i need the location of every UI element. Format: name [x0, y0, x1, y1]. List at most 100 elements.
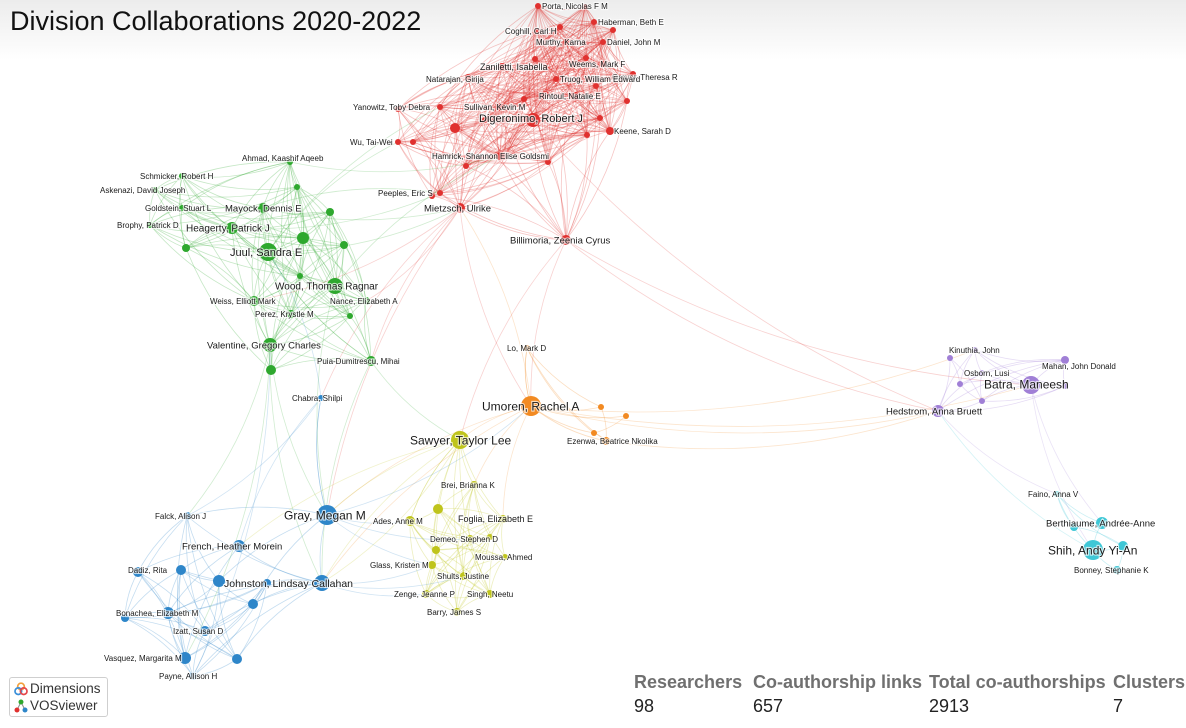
researcher-node-mayock[interactable] — [258, 203, 268, 213]
researcher-node-askenazi[interactable] — [152, 187, 158, 193]
researcher-node[interactable] — [630, 71, 636, 77]
researcher-node[interactable] — [294, 184, 300, 190]
researcher-node[interactable] — [502, 154, 508, 160]
researcher-node[interactable] — [429, 193, 435, 199]
researcher-node[interactable] — [557, 24, 563, 30]
researcher-node-izatt[interactable] — [200, 626, 210, 636]
researcher-node[interactable] — [410, 139, 416, 145]
researcher-node-heagerty[interactable] — [226, 222, 238, 234]
researcher-node-kinuthia[interactable] — [972, 347, 978, 353]
researcher-node-rintoul[interactable] — [571, 92, 579, 100]
researcher-node[interactable] — [947, 355, 953, 361]
researcher-node[interactable] — [545, 159, 551, 165]
researcher-node[interactable] — [521, 96, 527, 102]
researcher-node-brophy[interactable] — [147, 222, 153, 228]
researcher-node-sullivan[interactable] — [496, 103, 504, 111]
researcher-node-johnston[interactable] — [314, 575, 330, 591]
researcher-node-hedstrom[interactable] — [932, 405, 944, 417]
researcher-node-gray[interactable] — [317, 505, 337, 525]
researcher-node-vasquez[interactable] — [179, 652, 191, 664]
researcher-node-french[interactable] — [233, 540, 245, 552]
researcher-node[interactable] — [248, 599, 258, 609]
researcher-node[interactable] — [1070, 523, 1078, 531]
researcher-node[interactable] — [121, 614, 129, 622]
researcher-node-haberman[interactable] — [591, 19, 597, 25]
researcher-node-hamrick[interactable] — [496, 152, 504, 160]
researcher-node[interactable] — [979, 398, 985, 404]
researcher-node[interactable] — [1062, 383, 1068, 389]
researcher-node-keene[interactable] — [606, 127, 614, 135]
researcher-node-ades[interactable] — [405, 516, 415, 526]
researcher-node[interactable] — [133, 567, 143, 577]
researcher-node[interactable] — [450, 123, 460, 133]
researcher-node-grover[interactable] — [617, 74, 623, 80]
researcher-node[interactable] — [541, 91, 549, 99]
researcher-node[interactable] — [432, 546, 440, 554]
researcher-node[interactable] — [487, 534, 493, 540]
researcher-node-moussa[interactable] — [502, 554, 508, 560]
researcher-node[interactable] — [532, 56, 538, 62]
researcher-node[interactable] — [213, 575, 225, 587]
researcher-node-singh[interactable] — [486, 590, 494, 598]
researcher-node-zenge[interactable] — [422, 590, 430, 598]
researcher-node[interactable] — [326, 208, 334, 216]
researcher-node[interactable] — [433, 504, 443, 514]
researcher-node[interactable] — [583, 55, 589, 61]
researcher-node-schmicker[interactable] — [179, 173, 185, 179]
researcher-node-falck[interactable] — [183, 512, 191, 520]
researcher-node-peeples[interactable] — [437, 190, 443, 196]
researcher-node-payne[interactable] — [189, 672, 197, 680]
researcher-node-umoren[interactable] — [521, 396, 541, 416]
researcher-node[interactable] — [623, 413, 629, 419]
researcher-node-goldstein[interactable] — [179, 205, 185, 211]
researcher-node-berthiaume[interactable] — [1096, 517, 1108, 529]
researcher-node[interactable] — [463, 163, 469, 169]
researcher-node-mahan[interactable] — [1061, 356, 1069, 364]
researcher-node-shih[interactable] — [1083, 540, 1103, 560]
researcher-node-murthy[interactable] — [563, 39, 569, 45]
researcher-node-chabra[interactable] — [318, 395, 324, 401]
researcher-node-barry[interactable] — [453, 608, 461, 616]
researcher-node[interactable] — [597, 115, 603, 121]
researcher-node-wood[interactable] — [327, 278, 343, 294]
researcher-node-billimoria[interactable] — [561, 235, 571, 245]
researcher-node[interactable] — [598, 404, 604, 410]
researcher-node[interactable] — [584, 132, 590, 138]
researcher-node-daniel[interactable] — [600, 39, 606, 45]
researcher-node-puia[interactable] — [366, 356, 376, 366]
researcher-node[interactable] — [610, 27, 616, 33]
researcher-node-yanowitz[interactable] — [437, 104, 443, 110]
researcher-node-sawyer[interactable] — [451, 431, 469, 449]
researcher-node-demeo[interactable] — [466, 535, 474, 543]
researcher-node[interactable] — [957, 381, 963, 387]
researcher-node-bonney[interactable] — [1113, 566, 1121, 574]
researcher-node-wu[interactable] — [395, 139, 401, 145]
researcher-node-coghill[interactable] — [534, 28, 540, 34]
researcher-node-weiss[interactable] — [249, 296, 259, 306]
researcher-node[interactable] — [395, 106, 401, 112]
researcher-node[interactable] — [266, 365, 276, 375]
researcher-node-shults[interactable] — [460, 572, 468, 580]
researcher-node[interactable] — [232, 654, 242, 664]
researcher-node-natarajan[interactable] — [465, 74, 471, 80]
researcher-node[interactable] — [593, 83, 599, 89]
researcher-node-mietzsch[interactable] — [455, 203, 465, 213]
researcher-node-bonachea[interactable] — [162, 607, 174, 619]
researcher-node[interactable] — [182, 244, 190, 252]
researcher-node-batra[interactable] — [1022, 376, 1040, 394]
researcher-node-faino[interactable] — [1054, 491, 1060, 497]
researcher-node[interactable] — [591, 430, 597, 436]
researcher-node-porta[interactable] — [535, 3, 541, 9]
researcher-node-brei[interactable] — [470, 481, 478, 489]
researcher-node-ahmad[interactable] — [287, 159, 293, 165]
researcher-node-osborn[interactable] — [979, 370, 985, 376]
researcher-node[interactable] — [347, 313, 353, 319]
researcher-node-glass[interactable] — [428, 561, 436, 569]
researcher-node[interactable] — [263, 579, 271, 587]
researcher-node-foglia[interactable] — [499, 515, 507, 523]
researcher-node-perez[interactable] — [287, 310, 295, 318]
researcher-node[interactable] — [1118, 541, 1128, 551]
researcher-node-digeronimo[interactable] — [526, 113, 540, 127]
researcher-node-truog[interactable] — [553, 76, 559, 82]
researcher-node[interactable] — [482, 117, 488, 123]
